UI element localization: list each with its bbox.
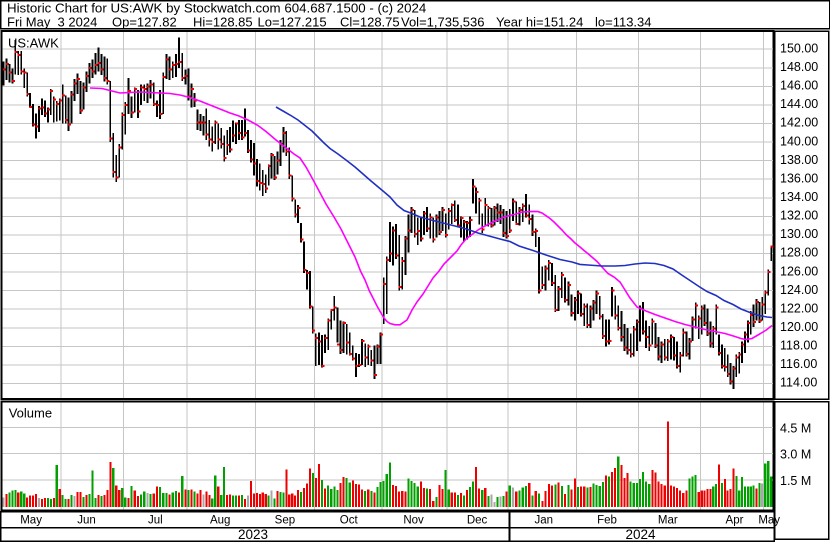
svg-text:122.00: 122.00 <box>780 301 818 315</box>
svg-text:130.00: 130.00 <box>780 227 818 241</box>
svg-text:Fri May 3 2024: Fri May 3 2024 <box>7 15 97 30</box>
svg-text:Vol=1,735,536: Vol=1,735,536 <box>401 15 485 30</box>
svg-text:124.00: 124.00 <box>780 283 818 297</box>
svg-text:Year hi=151.24: Year hi=151.24 <box>496 15 583 30</box>
svg-text:Volume: Volume <box>9 406 52 421</box>
svg-text:148.00: 148.00 <box>780 60 818 74</box>
svg-text:116.00: 116.00 <box>780 357 817 371</box>
svg-text:Historic Chart for US:AWK by S: Historic Chart for US:AWK by Stockwatch.… <box>7 1 426 16</box>
svg-text:2024: 2024 <box>625 527 656 542</box>
svg-text:118.00: 118.00 <box>780 339 817 353</box>
svg-text:3.0 M: 3.0 M <box>780 448 811 462</box>
svg-text:140.00: 140.00 <box>780 134 818 148</box>
svg-text:146.00: 146.00 <box>780 79 818 93</box>
svg-text:1.5 M: 1.5 M <box>780 474 811 488</box>
svg-text:Oct: Oct <box>340 515 359 527</box>
svg-text:138.00: 138.00 <box>780 153 818 167</box>
svg-text:Sep: Sep <box>275 515 295 527</box>
svg-text:120.00: 120.00 <box>780 320 818 334</box>
svg-text:142.00: 142.00 <box>780 116 818 130</box>
svg-text:114.00: 114.00 <box>780 376 817 390</box>
svg-text:lo=113.34: lo=113.34 <box>595 15 652 30</box>
svg-text:US:AWK: US:AWK <box>8 36 59 51</box>
svg-text:Mar: Mar <box>658 515 678 527</box>
svg-text:2023: 2023 <box>238 527 268 542</box>
svg-text:Nov: Nov <box>403 515 424 527</box>
svg-text:May: May <box>758 515 780 527</box>
svg-text:May: May <box>20 515 42 527</box>
svg-text:4.5 M: 4.5 M <box>780 421 811 435</box>
svg-text:Aug: Aug <box>210 515 230 527</box>
svg-text:126.00: 126.00 <box>780 264 818 278</box>
svg-text:Op=127.82: Op=127.82 <box>112 15 177 30</box>
svg-text:Cl=128.75: Cl=128.75 <box>340 15 400 30</box>
svg-text:Lo=127.215: Lo=127.215 <box>258 15 327 30</box>
svg-text:132.00: 132.00 <box>780 209 818 223</box>
svg-text:Apr: Apr <box>726 515 744 527</box>
svg-text:144.00: 144.00 <box>780 97 818 111</box>
svg-text:Feb: Feb <box>597 515 617 527</box>
svg-text:Jan: Jan <box>535 515 554 527</box>
svg-text:134.00: 134.00 <box>780 190 818 204</box>
svg-text:Jul: Jul <box>148 515 163 527</box>
svg-text:128.00: 128.00 <box>780 246 818 260</box>
svg-text:Dec: Dec <box>467 515 488 527</box>
svg-text:Hi=128.85: Hi=128.85 <box>193 15 253 30</box>
svg-text:150.00: 150.00 <box>780 41 818 55</box>
svg-text:Jun: Jun <box>77 515 96 527</box>
svg-text:136.00: 136.00 <box>780 171 818 185</box>
